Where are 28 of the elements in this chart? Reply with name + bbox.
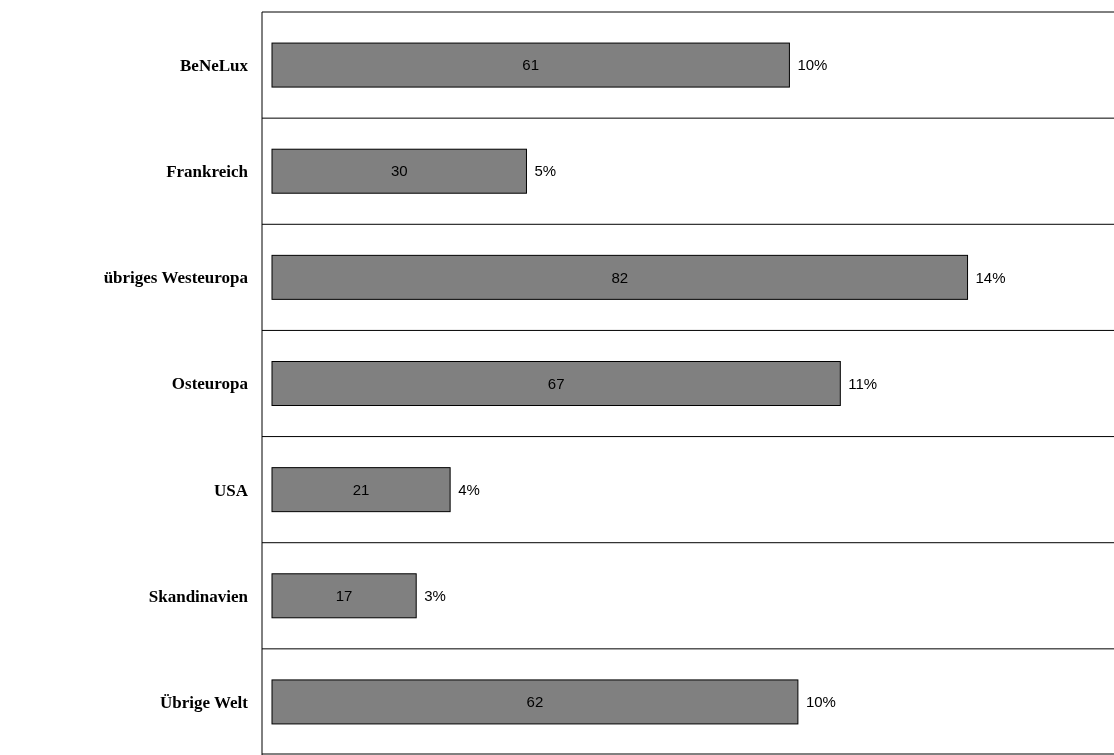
y-tick-label: Frankreich <box>166 162 249 182</box>
y-tick-label: Osteuropa <box>171 374 249 394</box>
data-label: 67 <box>547 374 565 392</box>
annotation: 10% <box>797 56 828 74</box>
y-tick-label: Skandinavien <box>148 586 249 606</box>
y-tick-label: BeNeLux <box>180 56 249 76</box>
bar <box>271 467 451 513</box>
data-label: 30 <box>390 162 408 180</box>
bar <box>271 679 799 725</box>
data-label: 21 <box>352 480 370 498</box>
bar <box>271 254 969 300</box>
annotation: 5% <box>534 162 557 180</box>
y-tick-label: USA <box>213 480 249 500</box>
bar <box>271 361 841 406</box>
bar <box>271 148 527 194</box>
y-tick-label: Übrige Welt <box>160 692 249 712</box>
annotation: 3% <box>424 587 446 605</box>
annotation: 4% <box>458 480 480 498</box>
data-label: 61 <box>522 56 540 74</box>
annotation: 11% <box>848 374 878 392</box>
data-label: 62 <box>526 693 544 711</box>
data-label: 17 <box>335 587 353 605</box>
annotation: 10% <box>805 693 836 711</box>
bar <box>271 573 417 619</box>
y-tick-label: übriges Westeuropa <box>103 268 249 288</box>
data-label: 82 <box>611 268 629 286</box>
bar <box>271 42 790 88</box>
annotation: 14% <box>975 268 1006 286</box>
